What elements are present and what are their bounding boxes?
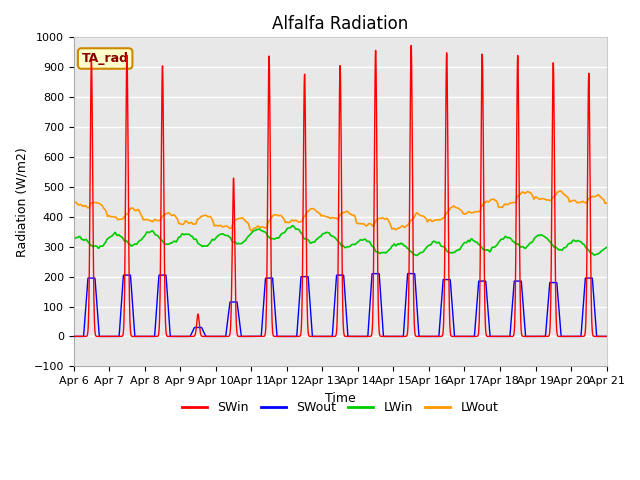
- X-axis label: Time: Time: [324, 392, 355, 405]
- Y-axis label: Radiation (W/m2): Radiation (W/m2): [15, 147, 28, 257]
- Legend: SWin, SWout, LWin, LWout: SWin, SWout, LWin, LWout: [177, 396, 503, 420]
- Title: Alfalfa Radiation: Alfalfa Radiation: [272, 15, 408, 33]
- Text: TA_rad: TA_rad: [82, 52, 129, 65]
